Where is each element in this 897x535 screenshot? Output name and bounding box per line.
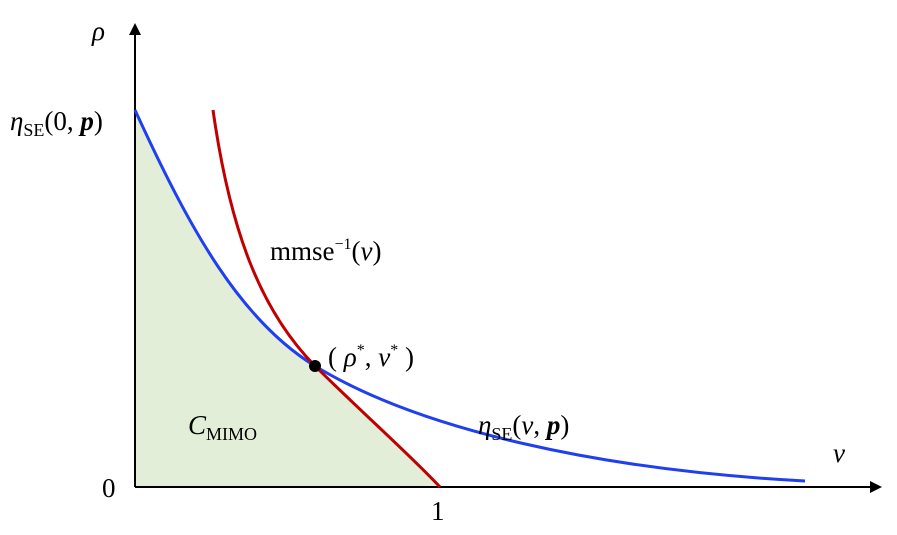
text: mmse xyxy=(270,236,335,266)
symbol: η xyxy=(10,106,23,136)
region-label: CMIMO xyxy=(188,410,257,444)
open: ( xyxy=(328,342,344,372)
subscript: SE xyxy=(491,424,512,444)
eta-zero-label: ηSE(0, p) xyxy=(10,106,103,140)
mmse-inverse-curve xyxy=(211,109,442,489)
variable: v xyxy=(361,236,373,266)
close: ) xyxy=(373,236,382,266)
x-mark-label: 1 xyxy=(431,496,445,526)
open: ( xyxy=(512,410,521,440)
mmse-label: mmse−1(v) xyxy=(270,236,382,266)
symbol: C xyxy=(188,410,207,440)
rho: ρ xyxy=(343,342,357,372)
superscript: −1 xyxy=(335,236,352,253)
star: * xyxy=(390,342,398,359)
variable: v xyxy=(521,410,533,440)
star: * xyxy=(357,342,365,359)
argument: (0, xyxy=(44,106,80,136)
close: ) xyxy=(398,342,414,372)
bold-p: p xyxy=(545,410,561,440)
subscript: SE xyxy=(23,120,44,140)
fixed-point-label: ( ρ*, v* ) xyxy=(328,342,414,372)
comma: , xyxy=(533,410,547,440)
origin-label: 0 xyxy=(102,473,116,503)
feasible-region xyxy=(135,110,440,487)
symbol: η xyxy=(478,410,491,440)
open: ( xyxy=(352,236,361,266)
bold-p: p xyxy=(78,106,94,136)
close: ) xyxy=(94,106,103,136)
v: v xyxy=(378,342,390,372)
close: ) xyxy=(560,410,569,440)
eta-v-label: ηSE(v, p) xyxy=(478,410,569,444)
fixed-point xyxy=(309,360,321,372)
y-axis-label: ρ xyxy=(91,16,105,46)
x-axis-label: v xyxy=(833,438,845,468)
comma: , xyxy=(365,342,379,372)
eta-se-curve xyxy=(133,109,806,483)
subscript: MIMO xyxy=(206,424,257,444)
